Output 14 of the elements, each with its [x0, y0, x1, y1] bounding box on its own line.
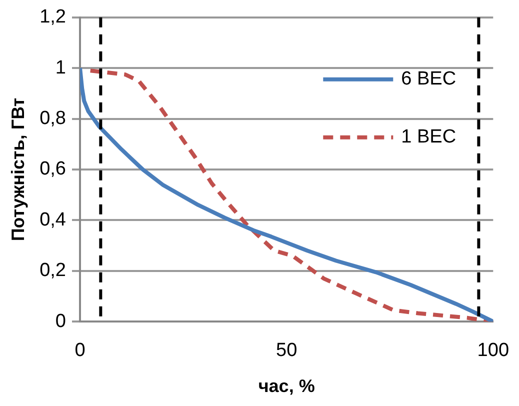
y-tick-label: 0,8: [40, 108, 66, 130]
legend-label: 6 ВЕС: [401, 68, 456, 90]
x-tick-label: 50: [276, 340, 298, 362]
y-tick-label: 0,4: [40, 209, 66, 230]
y-tick-label: 1,2: [40, 6, 66, 28]
y-tick-label: 0,6: [40, 158, 66, 180]
x-tick-label: 0: [74, 340, 86, 362]
y-tick-label: 0,2: [40, 260, 66, 282]
y-axis-title: Потужність, ГВт: [8, 98, 28, 242]
legend-label: 1 ВЕС: [401, 126, 456, 148]
x-tick-label: 100: [477, 340, 509, 362]
y-tick-label: 0: [55, 310, 66, 332]
y-tick-label: 1: [55, 57, 66, 78]
x-axis-title: час, %: [258, 376, 315, 396]
